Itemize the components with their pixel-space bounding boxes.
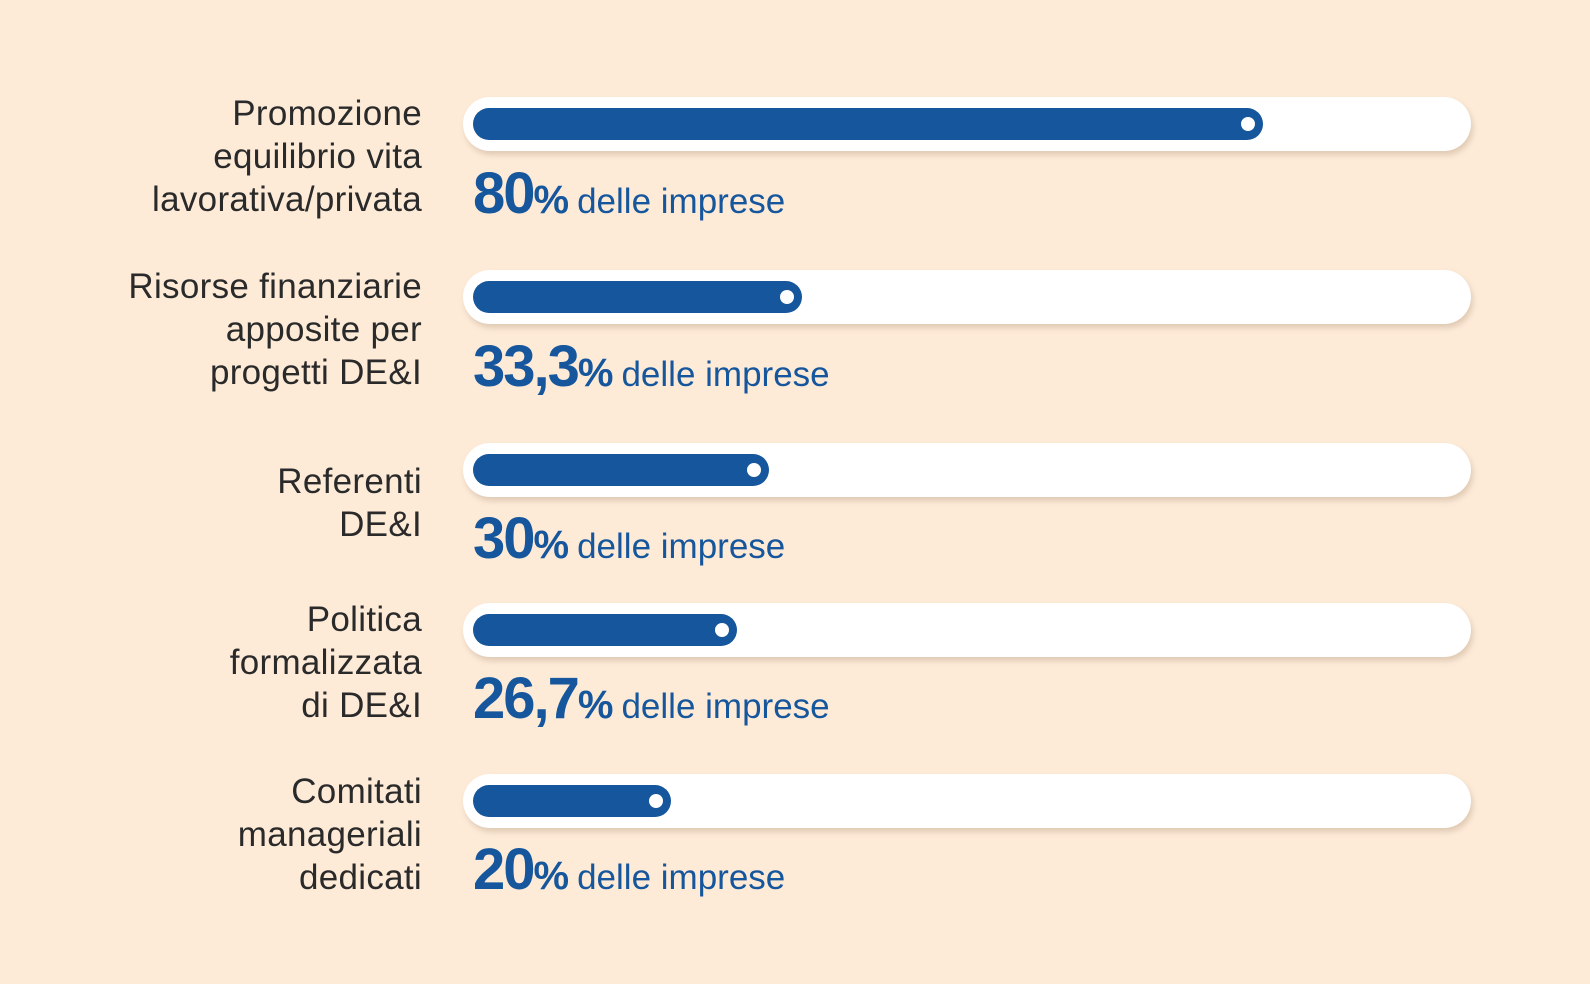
- value-number: 26,7: [473, 666, 580, 731]
- category-label: Comitati manageriali dedicati: [62, 770, 422, 899]
- value-unit: %: [577, 351, 614, 395]
- label-line: Risorse finanziarie: [128, 267, 422, 306]
- value-label: 33,3% delle imprese: [473, 333, 830, 400]
- value-unit: %: [533, 523, 570, 567]
- category-label: Politica formalizzata di DE&I: [62, 598, 422, 727]
- bar-end-dot: [780, 290, 794, 304]
- label-line: Politica: [306, 600, 422, 639]
- label-line: dedicati: [298, 858, 422, 897]
- value-label: 80% delle imprese: [473, 160, 785, 227]
- value-number: 80: [473, 161, 535, 226]
- value-suffix: delle imprese: [577, 182, 786, 221]
- bar-track: [463, 97, 1471, 151]
- label-line: Referenti: [277, 462, 422, 501]
- label-line: Promozione: [232, 94, 422, 133]
- bar-end-dot: [747, 463, 761, 477]
- category-label: Risorse finanziarie apposite per progett…: [62, 265, 422, 394]
- label-line: lavorativa/privata: [152, 180, 422, 219]
- value-number: 20: [473, 837, 535, 902]
- value-number: 33,3: [473, 334, 580, 399]
- value-label: 20% delle imprese: [473, 836, 785, 903]
- value-label: 30% delle imprese: [473, 505, 785, 572]
- bar-fill: [473, 614, 737, 646]
- bar-track: [463, 270, 1471, 324]
- value-suffix: delle imprese: [577, 858, 786, 897]
- label-line: apposite per: [225, 310, 422, 349]
- bar-track: [463, 774, 1471, 828]
- bar-end-dot: [1241, 117, 1255, 131]
- bar-fill: [473, 108, 1263, 140]
- bar-fill: [473, 281, 802, 313]
- category-label: Referenti DE&I: [62, 460, 422, 546]
- bar-fill: [473, 785, 671, 817]
- value-unit: %: [577, 683, 614, 727]
- bar-track: [463, 603, 1471, 657]
- category-label: Promozione equilibrio vita lavorativa/pr…: [62, 92, 422, 221]
- label-line: di DE&I: [301, 686, 422, 725]
- value-suffix: delle imprese: [577, 527, 786, 566]
- label-line: equilibrio vita: [213, 137, 422, 176]
- bar-fill: [473, 454, 769, 486]
- bar-end-dot: [649, 794, 663, 808]
- label-line: manageriali: [237, 815, 422, 854]
- bar-track: [463, 443, 1471, 497]
- label-line: DE&I: [339, 505, 422, 544]
- label-line: Comitati: [291, 772, 422, 811]
- value-label: 26,7% delle imprese: [473, 665, 830, 732]
- value-suffix: delle imprese: [621, 355, 830, 394]
- value-unit: %: [533, 854, 570, 898]
- value-suffix: delle imprese: [621, 687, 830, 726]
- bar-end-dot: [715, 623, 729, 637]
- label-line: progetti DE&I: [209, 353, 422, 392]
- value-number: 30: [473, 506, 535, 571]
- label-line: formalizzata: [229, 643, 422, 682]
- value-unit: %: [533, 178, 570, 222]
